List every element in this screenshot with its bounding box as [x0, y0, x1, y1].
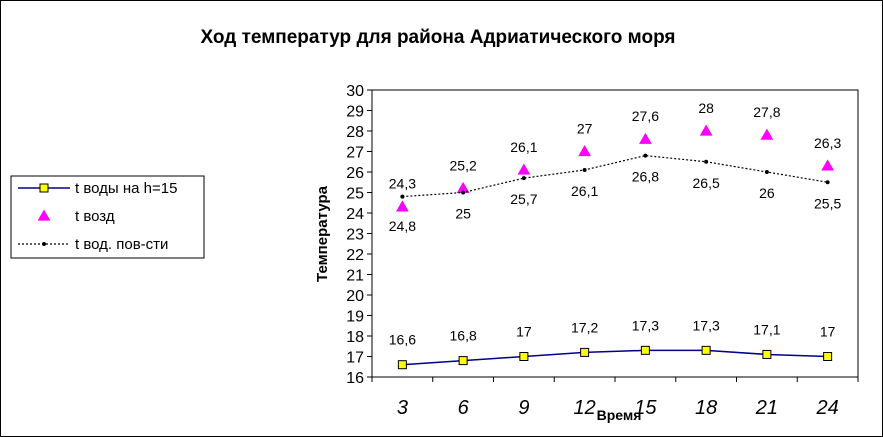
- data-label-water-h15: 16,6: [389, 332, 416, 348]
- data-label-water-h15: 17,3: [632, 317, 659, 333]
- data-label-air-temp: 28: [698, 100, 714, 116]
- data-label-water-h15: 16,8: [450, 328, 477, 344]
- legend-label: t воды на h=15: [75, 180, 177, 197]
- water-surface-point: [825, 180, 830, 185]
- y-tick-label: 17: [346, 350, 364, 367]
- legend-marker-air-temp: [37, 209, 51, 221]
- x-axis-label: Время: [597, 407, 642, 423]
- y-tick-label: 22: [346, 247, 364, 264]
- series-line-water-h15: [402, 349, 828, 366]
- data-label-water-surface: 25,5: [814, 195, 841, 211]
- data-label-air-temp: 27: [577, 121, 593, 137]
- plot-area: [371, 89, 859, 378]
- x-axis: 3 6 9 12 15 18 21 24: [371, 377, 859, 419]
- data-label-water-surface: 26: [759, 185, 775, 201]
- x-tick-label: 18: [695, 397, 717, 419]
- data-label-water-surface: 26,5: [693, 175, 720, 191]
- series-layer: [396, 124, 834, 370]
- x-tick-label: 6: [458, 397, 470, 419]
- water-h15-point: [580, 347, 590, 357]
- y-tick-label: 24: [346, 206, 364, 223]
- x-tick-label: 15: [634, 397, 657, 419]
- y-tick-label: 28: [346, 124, 364, 141]
- y-tick-label: 27: [346, 145, 364, 162]
- data-label-air-temp: 27,6: [632, 108, 659, 124]
- water-h15-point: [458, 356, 468, 366]
- x-tick-label: 3: [397, 397, 408, 419]
- y-tick-label: 25: [346, 186, 364, 203]
- data-labels: 16,6 16,8 17 17,2 17,3 17,3 17,1 17 24,3 24,8 25,2…: [389, 100, 842, 348]
- x-tick-label: 24: [816, 397, 839, 419]
- water-surface-point: [461, 190, 466, 195]
- data-label-water-surface: 24,8: [389, 218, 416, 234]
- legend-marker-water-h15: [39, 183, 49, 193]
- air-temp-point: [396, 200, 409, 212]
- legend: t воды на h=15 t возд t вод. пов-сти: [10, 175, 205, 259]
- data-label-water-h15: 17,2: [571, 319, 598, 335]
- x-tick-label: 12: [574, 397, 596, 419]
- water-surface-point: [582, 167, 587, 172]
- data-label-air-temp: 26,1: [510, 139, 537, 155]
- y-tick-label: 16: [346, 370, 364, 387]
- water-surface-point: [400, 194, 405, 199]
- legend-marker-water-surface: [42, 242, 46, 246]
- chart-title: Ход температур для района Адриатического…: [200, 27, 675, 48]
- water-h15-point: [701, 345, 711, 355]
- data-label-water-surface: 25: [455, 206, 471, 222]
- water-h15-point: [762, 349, 772, 359]
- water-h15-point: [640, 345, 650, 355]
- data-label-air-temp: 24,3: [389, 176, 416, 192]
- water-surface-point: [704, 159, 709, 164]
- air-temp-point: [821, 159, 834, 171]
- air-temp-point: [517, 163, 531, 175]
- water-h15-point: [397, 360, 407, 370]
- data-label-water-h15: 17: [516, 324, 532, 340]
- data-label-water-h15: 17: [820, 324, 836, 340]
- water-h15-point: [519, 352, 529, 361]
- air-temp-point: [760, 128, 774, 140]
- y-tick-label: 18: [346, 329, 364, 346]
- y-tick-label: 19: [346, 309, 364, 326]
- x-tick-label: 9: [518, 397, 529, 419]
- y-tick-label: 30: [346, 83, 364, 100]
- data-label-air-temp: 25,2: [450, 157, 477, 173]
- data-label-water-h15: 17,1: [753, 321, 780, 337]
- y-axis: 16 17 18 19 20 21 22 23 24 25 26 27 28 29 30: [346, 83, 372, 387]
- legend-label: t возд: [75, 208, 115, 225]
- water-surface-point: [643, 153, 648, 158]
- data-label-air-temp: 26,3: [814, 135, 841, 151]
- legend-label: t вод. пов-сти: [75, 236, 168, 253]
- water-surface-point: [764, 170, 769, 174]
- x-tick-label: 21: [755, 397, 778, 419]
- air-temp-point: [578, 144, 591, 157]
- air-temp-point: [699, 124, 713, 136]
- water-h15-point: [823, 352, 833, 361]
- water-surface-point: [521, 176, 526, 181]
- data-label-water-surface: 25,7: [510, 191, 537, 207]
- y-tick-label: 21: [346, 268, 364, 285]
- y-tick-label: 20: [346, 288, 364, 305]
- data-label-air-temp: 27,8: [753, 104, 780, 120]
- data-label-water-h15: 17,3: [693, 317, 720, 333]
- y-tick-label: 23: [346, 227, 364, 244]
- data-label-water-surface: 26,8: [632, 169, 659, 185]
- data-label-water-surface: 26,1: [571, 183, 598, 199]
- y-axis-label: Температура: [314, 185, 331, 282]
- air-temp-point: [639, 132, 652, 144]
- y-tick-label: 29: [346, 104, 364, 121]
- y-tick-label: 26: [346, 165, 364, 182]
